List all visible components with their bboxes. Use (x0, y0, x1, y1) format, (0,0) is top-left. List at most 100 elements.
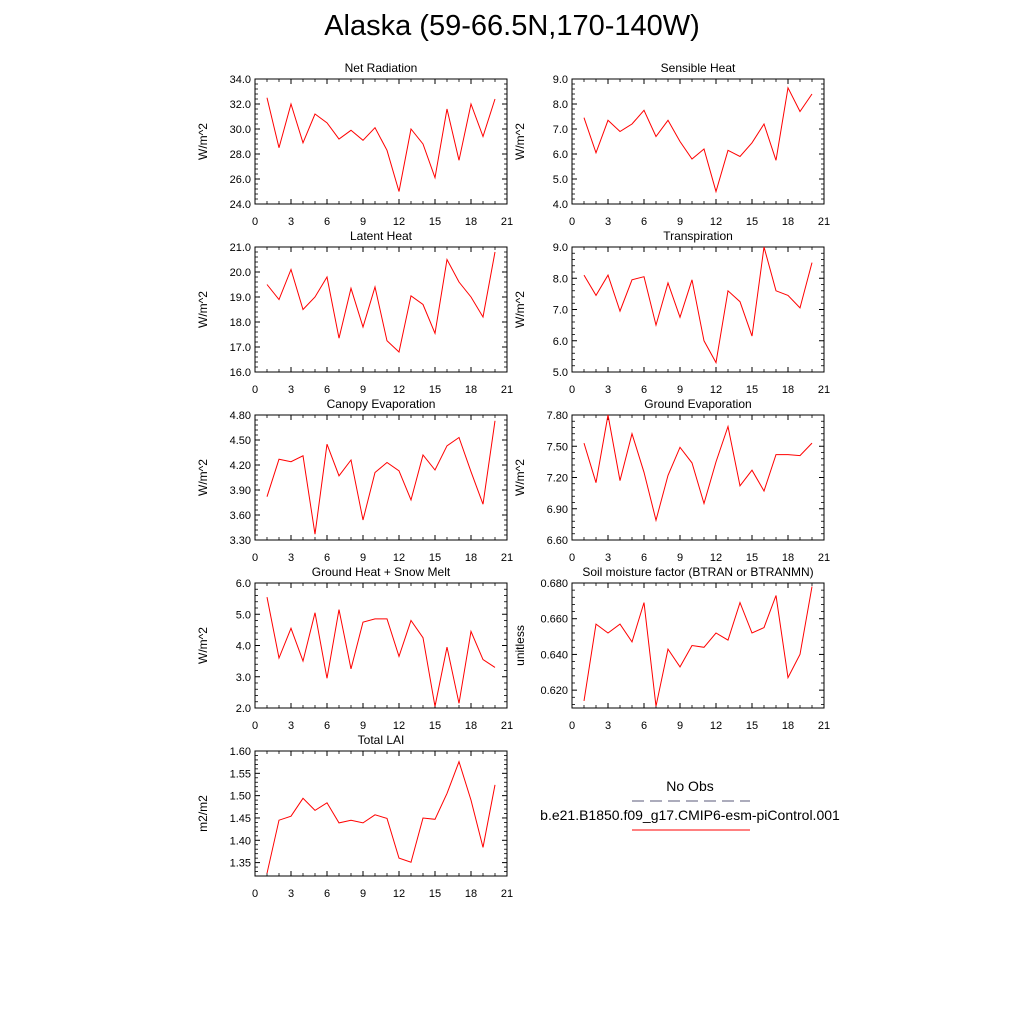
x-tick-label: 15 (746, 720, 758, 732)
x-tick-label: 6 (641, 216, 647, 228)
panel-title: Transpiration (663, 229, 733, 243)
y-tick-label: 1.50 (230, 791, 251, 803)
y-tick-label: 0.640 (540, 649, 568, 661)
y-tick-label: 0.680 (540, 578, 568, 590)
y-tick-label: 7.0 (553, 305, 568, 317)
y-tick-label: 5.0 (553, 367, 568, 379)
y-tick-label: 4.80 (230, 410, 251, 422)
y-tick-label: 2.0 (236, 703, 251, 715)
y-tick-label: 7.20 (547, 473, 568, 485)
x-tick-label: 3 (288, 216, 294, 228)
y-tick-label: 1.55 (230, 768, 251, 780)
panel-title: Net Radiation (345, 61, 418, 75)
series-line (583, 586, 813, 707)
x-tick-label: 21 (501, 552, 513, 564)
y-tick-label: 34.0 (230, 74, 251, 86)
series-line (583, 86, 813, 194)
y-tick-label: 32.0 (230, 99, 251, 111)
x-tick-label: 3 (288, 552, 294, 564)
y-axis-label: m2/m2 (196, 795, 210, 832)
panel-7: 0 3 6 9 12 15 18 21 2.0 3.0 4.0 5.0 6.0 Ground Heat +… (196, 565, 513, 732)
y-tick-label: 0.660 (540, 614, 568, 626)
y-tick-label: 4.50 (230, 435, 251, 447)
x-tick-label: 12 (710, 384, 722, 396)
panel-title: Sensible Heat (661, 61, 736, 75)
series-line (266, 251, 496, 353)
y-tick-label: 7.50 (547, 441, 568, 453)
x-tick-label: 9 (360, 216, 366, 228)
x-tick-label: 18 (465, 216, 477, 228)
x-tick-label: 15 (429, 888, 441, 900)
y-axis-label: unitless (513, 625, 527, 666)
series-line (266, 420, 496, 535)
y-tick-label: 5.0 (553, 174, 568, 186)
y-tick-label: 7.0 (553, 124, 568, 136)
panel-frame (254, 78, 508, 205)
y-tick-label: 28.0 (230, 149, 251, 161)
panel-frame (571, 414, 825, 541)
x-tick-label: 0 (569, 720, 575, 732)
x-tick-label: 21 (501, 384, 513, 396)
x-tick-label: 12 (710, 552, 722, 564)
x-tick-label: 6 (324, 720, 330, 732)
y-tick-label: 3.30 (230, 535, 251, 547)
y-tick-label: 8.0 (553, 273, 568, 285)
panel-6: 0 3 6 9 12 15 18 21 6.60 6.90 7.20 7.50 7.80 Ground E… (513, 397, 830, 564)
x-tick-label: 3 (605, 552, 611, 564)
series-line (266, 760, 496, 874)
y-tick-label: 1.35 (230, 858, 251, 870)
panel-frame (254, 582, 508, 709)
x-tick-label: 3 (288, 720, 294, 732)
x-tick-label: 9 (677, 384, 683, 396)
y-tick-label: 26.0 (230, 174, 251, 186)
panel-8: 0 3 6 9 12 15 18 21 0.620 0.640 0.660 0.680 Soil moi… (513, 565, 830, 732)
x-tick-label: 6 (324, 216, 330, 228)
x-tick-label: 6 (641, 552, 647, 564)
x-tick-label: 18 (465, 384, 477, 396)
panel-frame (571, 78, 825, 205)
figure-title: Alaska (59-66.5N,170-140W) (324, 10, 700, 42)
x-tick-label: 9 (677, 552, 683, 564)
x-tick-label: 9 (360, 720, 366, 732)
y-axis-label: W/m^2 (513, 291, 527, 328)
x-tick-label: 9 (677, 216, 683, 228)
y-tick-label: 3.90 (230, 485, 251, 497)
y-tick-label: 4.0 (236, 641, 251, 653)
panel-2: 0 3 6 9 12 15 18 21 4.0 5.0 6.0 7.0 8.0 9.0 Sensible H… (513, 61, 830, 228)
x-tick-label: 21 (818, 384, 830, 396)
x-tick-label: 12 (393, 720, 405, 732)
x-tick-label: 21 (818, 552, 830, 564)
y-tick-label: 4.20 (230, 460, 251, 472)
series-line (583, 246, 813, 365)
y-tick-label: 1.45 (230, 813, 251, 825)
legend (632, 800, 750, 831)
x-tick-label: 9 (360, 384, 366, 396)
x-tick-label: 21 (818, 216, 830, 228)
x-tick-label: 18 (782, 216, 794, 228)
x-tick-label: 3 (605, 720, 611, 732)
y-tick-label: 24.0 (230, 199, 251, 211)
panel-3: 0 3 6 9 12 15 18 21 16.0 17.0 18.0 19.0 20.0 21.0 Late… (196, 229, 513, 396)
x-tick-label: 18 (465, 720, 477, 732)
x-tick-label: 15 (746, 216, 758, 228)
x-tick-label: 21 (501, 720, 513, 732)
x-tick-label: 9 (360, 888, 366, 900)
panel-5: 0 3 6 9 12 15 18 21 3.30 3.60 3.90 4.20 4.50 4.80 Cano… (196, 397, 513, 564)
y-axis-label: W/m^2 (196, 123, 210, 160)
y-tick-label: 16.0 (230, 367, 251, 379)
x-tick-label: 6 (324, 552, 330, 564)
y-tick-label: 6.0 (236, 578, 251, 590)
x-tick-label: 0 (569, 216, 575, 228)
y-tick-label: 18.0 (230, 317, 251, 329)
panel-title: Canopy Evaporation (327, 397, 436, 411)
x-tick-label: 12 (393, 216, 405, 228)
x-tick-label: 15 (746, 384, 758, 396)
x-tick-label: 15 (746, 552, 758, 564)
x-tick-label: 21 (501, 216, 513, 228)
x-tick-label: 21 (818, 720, 830, 732)
x-tick-label: 6 (324, 384, 330, 396)
y-tick-label: 6.90 (547, 504, 568, 516)
x-tick-label: 0 (252, 384, 258, 396)
x-tick-label: 0 (569, 384, 575, 396)
y-tick-label: 20.0 (230, 267, 251, 279)
